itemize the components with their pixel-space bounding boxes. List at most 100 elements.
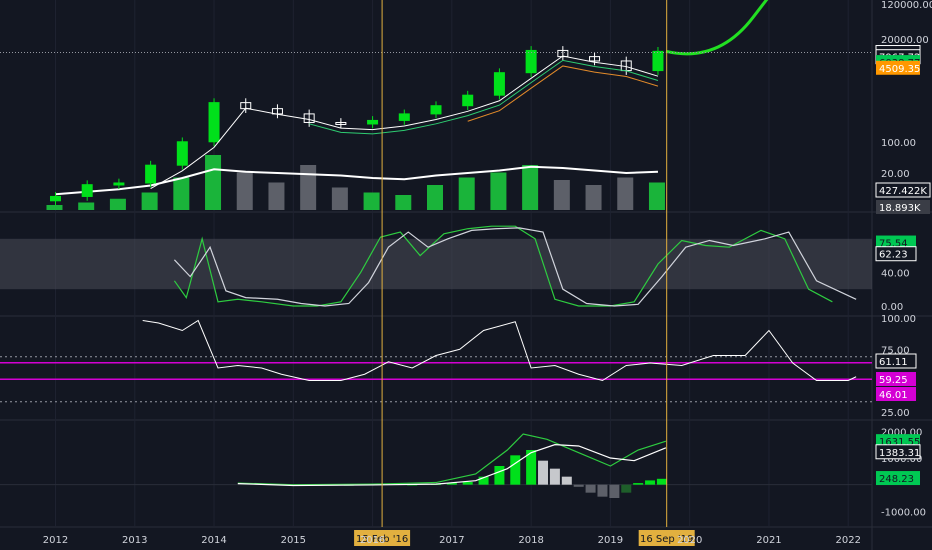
macd-histogram-bar	[538, 460, 549, 485]
volume-bar	[427, 185, 443, 210]
macd-tick-label: 1000.00	[881, 454, 922, 465]
rsi-tag-label: 46.01	[879, 390, 908, 401]
volume-tag-box	[875, 182, 931, 198]
candle-body	[367, 119, 379, 125]
stoch-tag-box	[875, 246, 917, 262]
volume-bar	[522, 165, 539, 210]
candle-body	[176, 141, 188, 166]
volume-bar	[300, 165, 317, 210]
candle-body	[81, 184, 93, 197]
rsi-tag-label: 59.25	[879, 375, 908, 386]
stoch-tick-label: 40.00	[881, 268, 910, 279]
macd-tag-box	[875, 444, 921, 460]
x-tick-label: 2021	[756, 535, 781, 546]
volume-bar	[553, 180, 570, 210]
x-tick-label: 2018	[518, 535, 543, 546]
volume-bar	[141, 192, 158, 210]
x-tick-label: 2016	[360, 535, 385, 546]
volume-bar	[585, 185, 602, 210]
volume-tag-box	[876, 200, 930, 214]
date-marker-box	[638, 530, 695, 546]
candle-body	[493, 72, 505, 96]
macd-histogram-bar	[585, 484, 596, 493]
ma-line-green	[309, 59, 659, 135]
macd-tick-label: -1000.00	[881, 507, 926, 518]
stoch-band	[0, 238, 872, 290]
macd-histogram-bar	[656, 478, 667, 485]
candle-body	[462, 94, 474, 107]
candle-body	[430, 105, 442, 115]
macd-histogram-bar	[621, 484, 632, 493]
candle-body	[145, 164, 157, 184]
macd-tag-box	[876, 471, 920, 486]
stoch-tag-label: 75.54	[879, 239, 908, 250]
ma-line-white	[150, 55, 659, 190]
volume-bar	[490, 172, 507, 210]
macd-histogram-bar	[510, 455, 521, 485]
price-tick-label: 100.00	[881, 138, 916, 149]
rsi-tick-label: 100.00	[881, 314, 916, 325]
rsi-tag-box	[876, 387, 916, 401]
volume-bar	[268, 182, 285, 210]
rsi-tag-box	[876, 372, 916, 386]
stoch-tag-label: 62.23	[879, 250, 908, 261]
candle-body	[398, 113, 410, 121]
rsi-tag-label: 61.11	[879, 357, 908, 368]
macd-histogram-bar	[561, 476, 572, 485]
macd-histogram-bar	[462, 482, 473, 485]
volume-bar	[109, 198, 126, 210]
macd-histogram-bar	[609, 484, 620, 498]
candle-body	[113, 182, 125, 186]
macd-signal-line	[237, 444, 667, 487]
volume-bar	[205, 155, 222, 210]
volume-bar	[617, 177, 634, 210]
candle-body	[49, 195, 61, 202]
macd-tag-label: 1383.31	[879, 448, 920, 459]
x-tick-label: 2022	[835, 535, 860, 546]
price-tag-label: 4509.35	[879, 64, 920, 75]
price-tick-label: 120000.00	[881, 0, 932, 11]
volume-bar	[458, 177, 475, 210]
x-tick-label: 2017	[439, 535, 464, 546]
date-marker-label: 15 Feb '16	[356, 534, 408, 545]
date-marker-label: 16 Sep '19	[640, 534, 693, 545]
macd-tag-label: 1631.55	[879, 437, 920, 448]
stoch-tick-label: 0.00	[881, 302, 903, 313]
candle-body	[652, 50, 664, 72]
candle-body	[208, 102, 220, 143]
x-tick-label: 2020	[677, 535, 702, 546]
x-tick-label: 2012	[43, 535, 68, 546]
macd-histogram-bar	[494, 466, 505, 485]
volume-bar	[236, 172, 253, 210]
macd-histogram-bar	[549, 468, 560, 485]
ma-line-orange	[467, 65, 659, 122]
macd-histogram-bar	[597, 484, 608, 497]
rsi-tick-label: 25.00	[881, 408, 910, 419]
x-tick-label: 2014	[201, 535, 226, 546]
volume-bar	[78, 202, 95, 210]
volume-tag-label: 427.422K	[879, 186, 927, 197]
macd-tick-label: 2000.00	[881, 427, 922, 438]
x-tick-label: 2019	[598, 535, 623, 546]
stoch-k-line	[173, 225, 833, 307]
macd-tag-label: 248.23	[879, 474, 914, 485]
macd-histogram-bar	[446, 483, 457, 485]
macd-histogram-bar	[478, 476, 489, 485]
stoch-d-line	[173, 227, 857, 307]
projection-curve	[665, 0, 769, 56]
candle-body	[589, 56, 601, 62]
candle-body	[525, 49, 537, 74]
candle-body	[335, 121, 347, 125]
volume-bar	[648, 182, 665, 210]
macd-histogram-bar	[573, 484, 584, 487]
price-tag-box	[876, 60, 920, 75]
volume-ma-line	[55, 165, 659, 196]
volume-tag-label: 18.893K	[879, 203, 921, 214]
rsi-tag-box	[875, 353, 917, 369]
volume-bar	[395, 195, 412, 210]
macd-histogram-bar	[526, 450, 537, 485]
rsi-line	[142, 319, 857, 382]
macd-histogram-bar	[633, 483, 644, 485]
rsi-tick-label: 75.00	[881, 345, 910, 356]
